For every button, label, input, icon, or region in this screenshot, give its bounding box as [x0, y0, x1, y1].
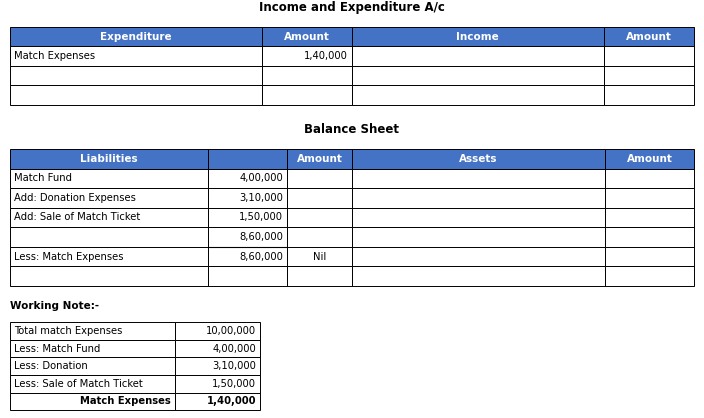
- Bar: [604, 85, 694, 105]
- Text: Balance Sheet: Balance Sheet: [305, 123, 399, 136]
- Bar: [605, 208, 694, 227]
- Bar: [287, 208, 352, 227]
- Text: Amount: Amount: [296, 154, 342, 164]
- Text: 10,00,000: 10,00,000: [206, 326, 256, 336]
- Text: Match Expenses: Match Expenses: [14, 51, 95, 61]
- Text: Amount: Amount: [284, 31, 329, 41]
- Bar: [10, 375, 175, 393]
- Bar: [175, 340, 260, 357]
- Text: Amount: Amount: [627, 154, 672, 164]
- Text: 8,60,000: 8,60,000: [239, 232, 283, 242]
- Text: Assets: Assets: [459, 154, 498, 164]
- Text: Total match Expenses: Total match Expenses: [14, 326, 122, 336]
- Bar: [352, 266, 605, 286]
- Text: 1,40,000: 1,40,000: [304, 51, 348, 61]
- Bar: [287, 227, 352, 247]
- Text: 4,00,000: 4,00,000: [212, 344, 256, 354]
- Text: Less: Match Fund: Less: Match Fund: [14, 344, 101, 354]
- Bar: [208, 266, 287, 286]
- Bar: [604, 46, 694, 66]
- Bar: [262, 46, 352, 66]
- Bar: [175, 322, 260, 340]
- Text: Working Note:-: Working Note:-: [10, 301, 99, 311]
- Text: 1,40,000: 1,40,000: [206, 396, 256, 406]
- Text: Match Expenses: Match Expenses: [80, 396, 171, 406]
- Bar: [10, 340, 175, 357]
- Bar: [605, 227, 694, 247]
- Bar: [287, 149, 352, 168]
- Bar: [352, 27, 604, 46]
- Bar: [352, 208, 605, 227]
- Bar: [287, 168, 352, 188]
- Text: 8,60,000: 8,60,000: [239, 252, 283, 262]
- Bar: [10, 227, 208, 247]
- Text: 3,10,000: 3,10,000: [239, 193, 283, 203]
- Bar: [10, 46, 262, 66]
- Text: Less: Sale of Match Ticket: Less: Sale of Match Ticket: [14, 379, 143, 389]
- Bar: [287, 188, 352, 208]
- Bar: [10, 168, 208, 188]
- Bar: [10, 322, 175, 340]
- Bar: [352, 85, 604, 105]
- Bar: [10, 188, 208, 208]
- Bar: [352, 227, 605, 247]
- Bar: [208, 168, 287, 188]
- Bar: [262, 27, 352, 46]
- Bar: [605, 266, 694, 286]
- Bar: [605, 188, 694, 208]
- Text: 1,50,000: 1,50,000: [212, 379, 256, 389]
- Bar: [352, 168, 605, 188]
- Bar: [208, 188, 287, 208]
- Bar: [208, 208, 287, 227]
- Bar: [208, 227, 287, 247]
- Bar: [352, 46, 604, 66]
- Text: Income and Expenditure A/c: Income and Expenditure A/c: [259, 1, 445, 14]
- Bar: [10, 208, 208, 227]
- Bar: [10, 393, 175, 410]
- Text: Match Fund: Match Fund: [14, 173, 72, 184]
- Text: 3,10,000: 3,10,000: [212, 361, 256, 371]
- Text: Add: Donation Expenses: Add: Donation Expenses: [14, 193, 136, 203]
- Text: Add: Sale of Match Ticket: Add: Sale of Match Ticket: [14, 212, 140, 222]
- Bar: [10, 266, 208, 286]
- Bar: [605, 168, 694, 188]
- Bar: [605, 149, 694, 168]
- Bar: [175, 393, 260, 410]
- Bar: [604, 27, 694, 46]
- Bar: [352, 188, 605, 208]
- Text: 4,00,000: 4,00,000: [239, 173, 283, 184]
- Text: Income: Income: [456, 31, 499, 41]
- Text: Amount: Amount: [626, 31, 672, 41]
- Text: Nil: Nil: [313, 252, 326, 262]
- Text: Liabilities: Liabilities: [80, 154, 138, 164]
- Bar: [352, 149, 605, 168]
- Bar: [10, 85, 262, 105]
- Text: Expenditure: Expenditure: [100, 31, 172, 41]
- Bar: [10, 247, 208, 266]
- Bar: [208, 149, 287, 168]
- Bar: [10, 357, 175, 375]
- Bar: [605, 247, 694, 266]
- Bar: [352, 66, 604, 85]
- Bar: [262, 66, 352, 85]
- Bar: [208, 247, 287, 266]
- Bar: [287, 266, 352, 286]
- Bar: [287, 247, 352, 266]
- Bar: [175, 357, 260, 375]
- Bar: [262, 85, 352, 105]
- Text: Less: Donation: Less: Donation: [14, 361, 88, 371]
- Bar: [10, 27, 262, 46]
- Bar: [352, 247, 605, 266]
- Bar: [10, 66, 262, 85]
- Bar: [604, 66, 694, 85]
- Text: Less: Match Expenses: Less: Match Expenses: [14, 252, 123, 262]
- Bar: [175, 375, 260, 393]
- Text: 1,50,000: 1,50,000: [239, 212, 283, 222]
- Bar: [10, 149, 208, 168]
